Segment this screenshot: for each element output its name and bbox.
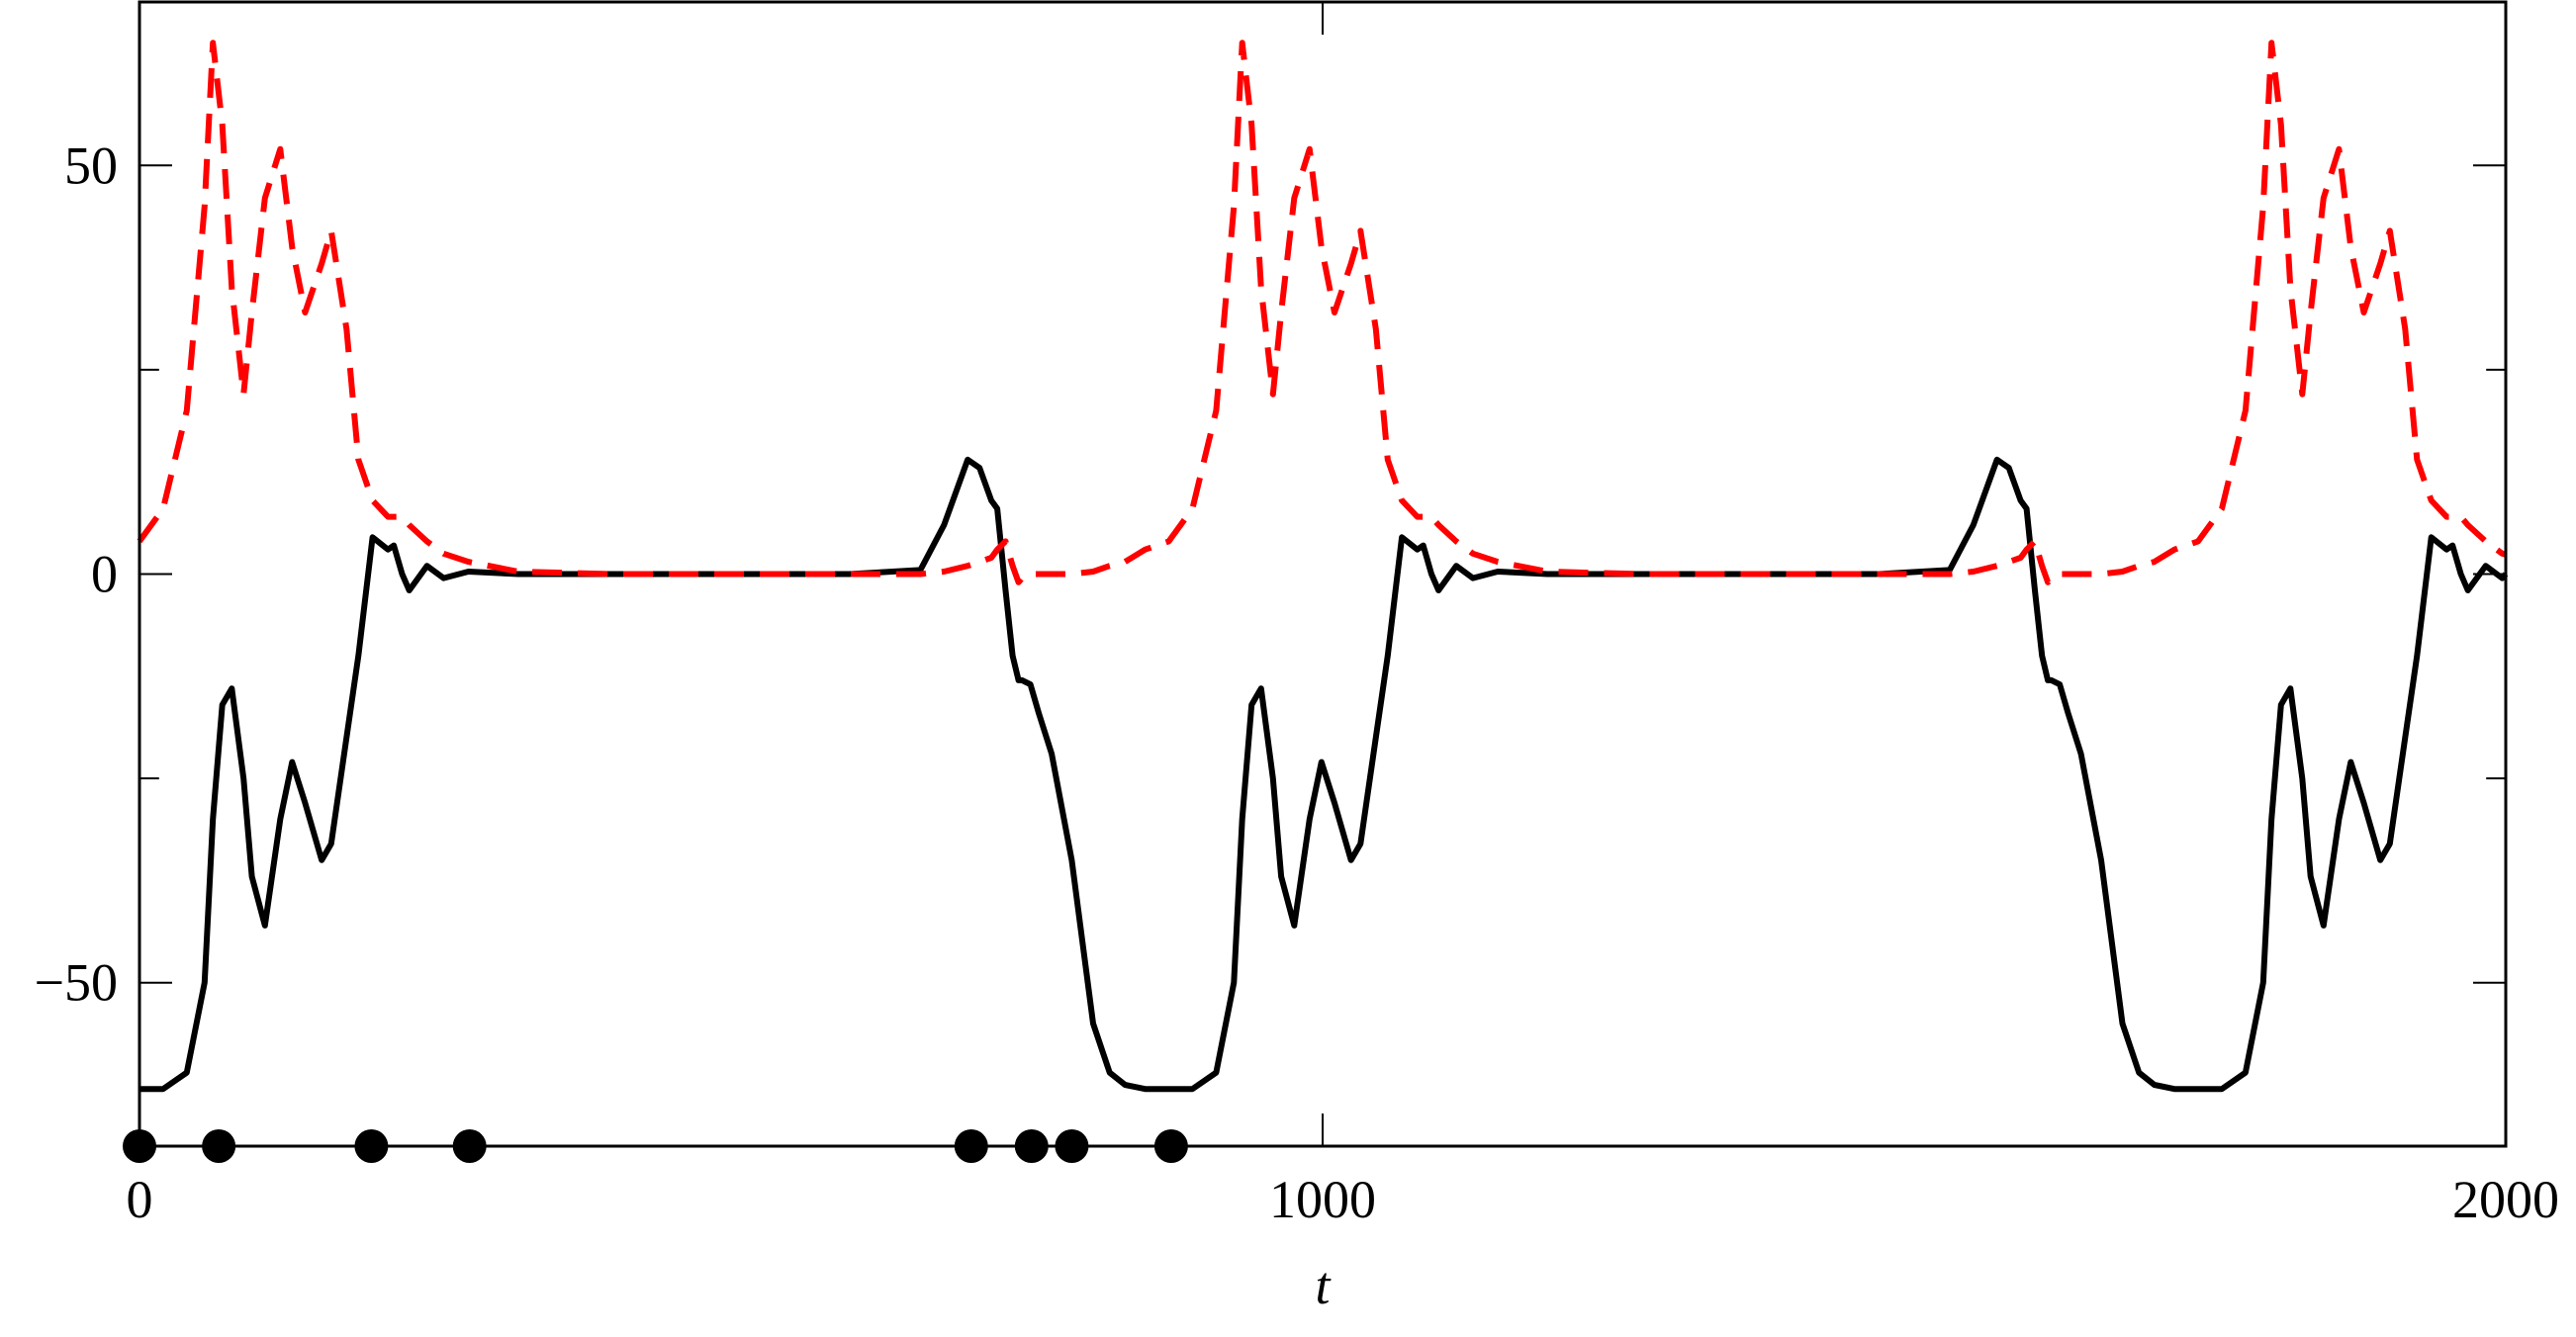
event-marker (954, 1129, 988, 1163)
event-marker (354, 1129, 389, 1163)
x-tick-label: 1000 (1269, 1170, 1376, 1229)
event-marker (452, 1129, 487, 1163)
event-marker (1055, 1129, 1089, 1163)
y-tick-label: 0 (91, 545, 118, 604)
event-marker (123, 1129, 156, 1163)
plot-frame (138, 0, 2508, 1148)
series-line (139, 456, 2509, 1093)
series-line (137, 40, 2507, 585)
event-marker (1153, 1129, 1188, 1163)
event-marker (1014, 1129, 1049, 1163)
x-tick-label: 2000 (2452, 1170, 2559, 1229)
y-tick-label: 50 (64, 135, 118, 195)
event-marker (202, 1129, 236, 1163)
x-tick-label: 0 (127, 1170, 153, 1229)
x-axis-label: t (1315, 1256, 1332, 1315)
y-tick-label: −50 (35, 953, 118, 1013)
